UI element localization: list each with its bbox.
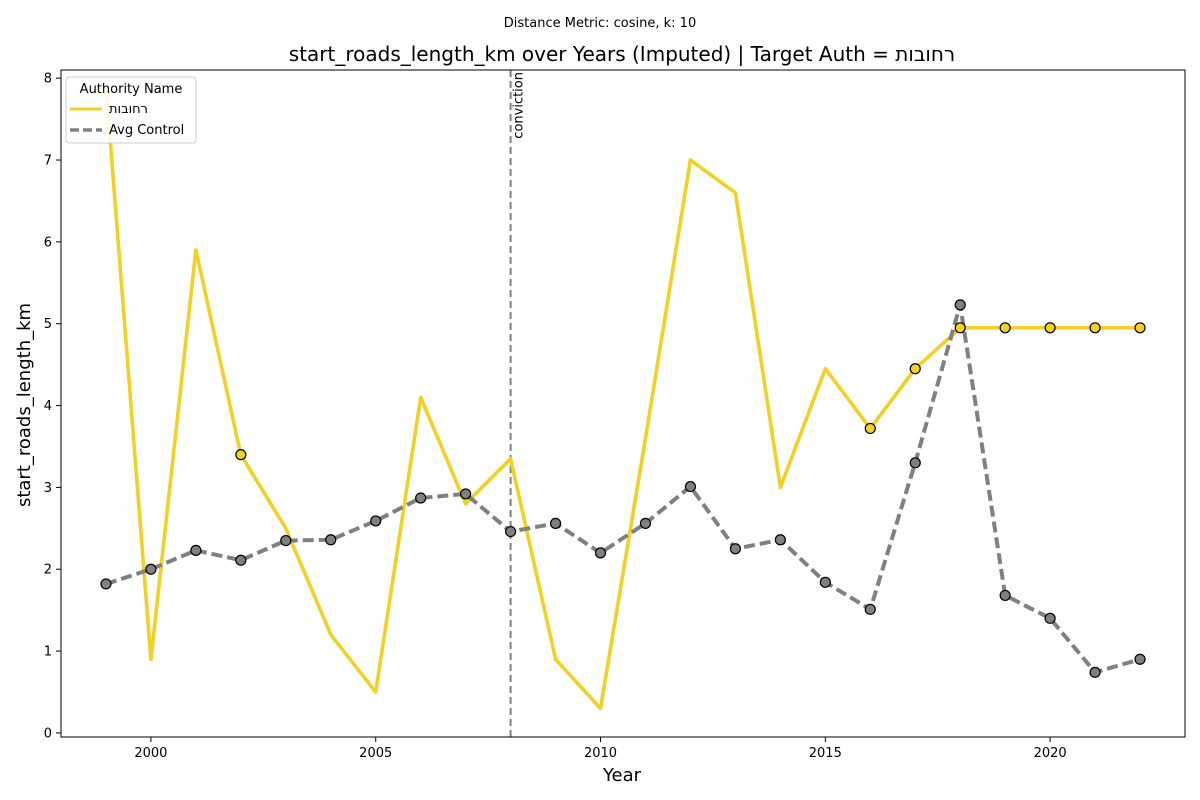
series-line-rehovot <box>104 86 1140 711</box>
event-vline-label: conviction <box>512 72 527 139</box>
legend-label-avg-control: Avg Control <box>109 123 184 138</box>
x-tick-label: 2010 <box>584 746 617 761</box>
imputed-point-rehovot <box>1134 322 1146 334</box>
series-layer <box>104 86 1141 711</box>
imputed-point-avg-control <box>1044 612 1056 624</box>
y-tick-label: 8 <box>44 72 52 87</box>
plot-area: 2000 2005 2010 2015 2020 0 1 2 3 4 5 6 7 8 conviction <box>44 69 1186 761</box>
imputed-point-rehovot <box>1044 322 1056 334</box>
x-tick-label: 2015 <box>809 746 842 761</box>
series-line-avg-control <box>105 302 1141 675</box>
legend: Authority Name רחובות Avg Control <box>65 76 197 144</box>
imputed-point-rehovot <box>999 322 1011 334</box>
imputed-point-rehovot <box>864 422 876 435</box>
x-axis-label: Year <box>602 765 642 786</box>
imputed-point-avg-control <box>549 517 562 529</box>
legend-label-rehovot: רחובות <box>109 102 148 117</box>
imputed-point-avg-control <box>684 480 697 493</box>
imputed-point-avg-control <box>954 299 966 311</box>
y-tick-label: 3 <box>44 481 52 496</box>
y-tick-label: 5 <box>44 317 52 332</box>
imputed-point-avg-control <box>415 492 427 504</box>
imputed-point-rehovot <box>1089 322 1101 334</box>
chart-title: start_roads_length_km over Years (Impute… <box>289 42 955 66</box>
imputed-point-avg-control <box>594 547 607 559</box>
imputed-point-avg-control <box>190 544 202 557</box>
imputed-point-avg-control <box>774 534 786 546</box>
imputed-point-avg-control <box>999 589 1011 602</box>
markers-layer <box>100 299 1146 678</box>
imputed-point-avg-control <box>280 534 292 547</box>
imputed-point-avg-control <box>370 515 382 527</box>
y-tick-label: 0 <box>44 726 52 741</box>
imputed-point-rehovot <box>954 322 966 334</box>
y-tick-label: 1 <box>44 645 52 660</box>
x-tick-label: 2005 <box>359 746 392 761</box>
x-tick-label: 2000 <box>134 746 167 761</box>
y-tick-label: 4 <box>44 399 52 414</box>
x-tick-label: 2020 <box>1034 746 1067 761</box>
y-tick-label: 7 <box>44 154 52 169</box>
y-axis-label: start_roads_length_km <box>14 303 35 507</box>
imputed-point-avg-control <box>325 534 337 546</box>
y-tick-label: 6 <box>44 235 52 250</box>
imputed-point-avg-control <box>505 525 517 538</box>
imputed-point-avg-control <box>235 554 247 566</box>
imputed-point-rehovot <box>235 449 247 461</box>
imputed-point-avg-control <box>819 576 831 588</box>
imputed-point-avg-control <box>100 578 112 590</box>
imputed-point-avg-control <box>145 563 157 575</box>
y-tick-label: 2 <box>44 563 52 578</box>
event-line-layer: conviction <box>509 70 527 737</box>
legend-box <box>65 76 197 144</box>
imputed-point-avg-control <box>864 603 876 615</box>
imputed-point-avg-control <box>1134 653 1146 665</box>
imputed-point-avg-control <box>909 457 921 469</box>
imputed-point-avg-control <box>639 517 652 529</box>
axis-ticks: 2000 2005 2010 2015 2020 0 1 2 3 4 5 6 7 8 <box>44 72 1067 761</box>
plot-frame <box>60 69 1186 738</box>
chart-suptitle: Distance Metric: cosine, k: 10 <box>504 16 696 31</box>
imputed-point-avg-control <box>460 488 472 500</box>
imputed-point-rehovot <box>909 363 921 375</box>
imputed-point-avg-control <box>729 543 742 555</box>
legend-title: Authority Name <box>80 82 183 97</box>
imputed-point-avg-control <box>1089 666 1101 678</box>
